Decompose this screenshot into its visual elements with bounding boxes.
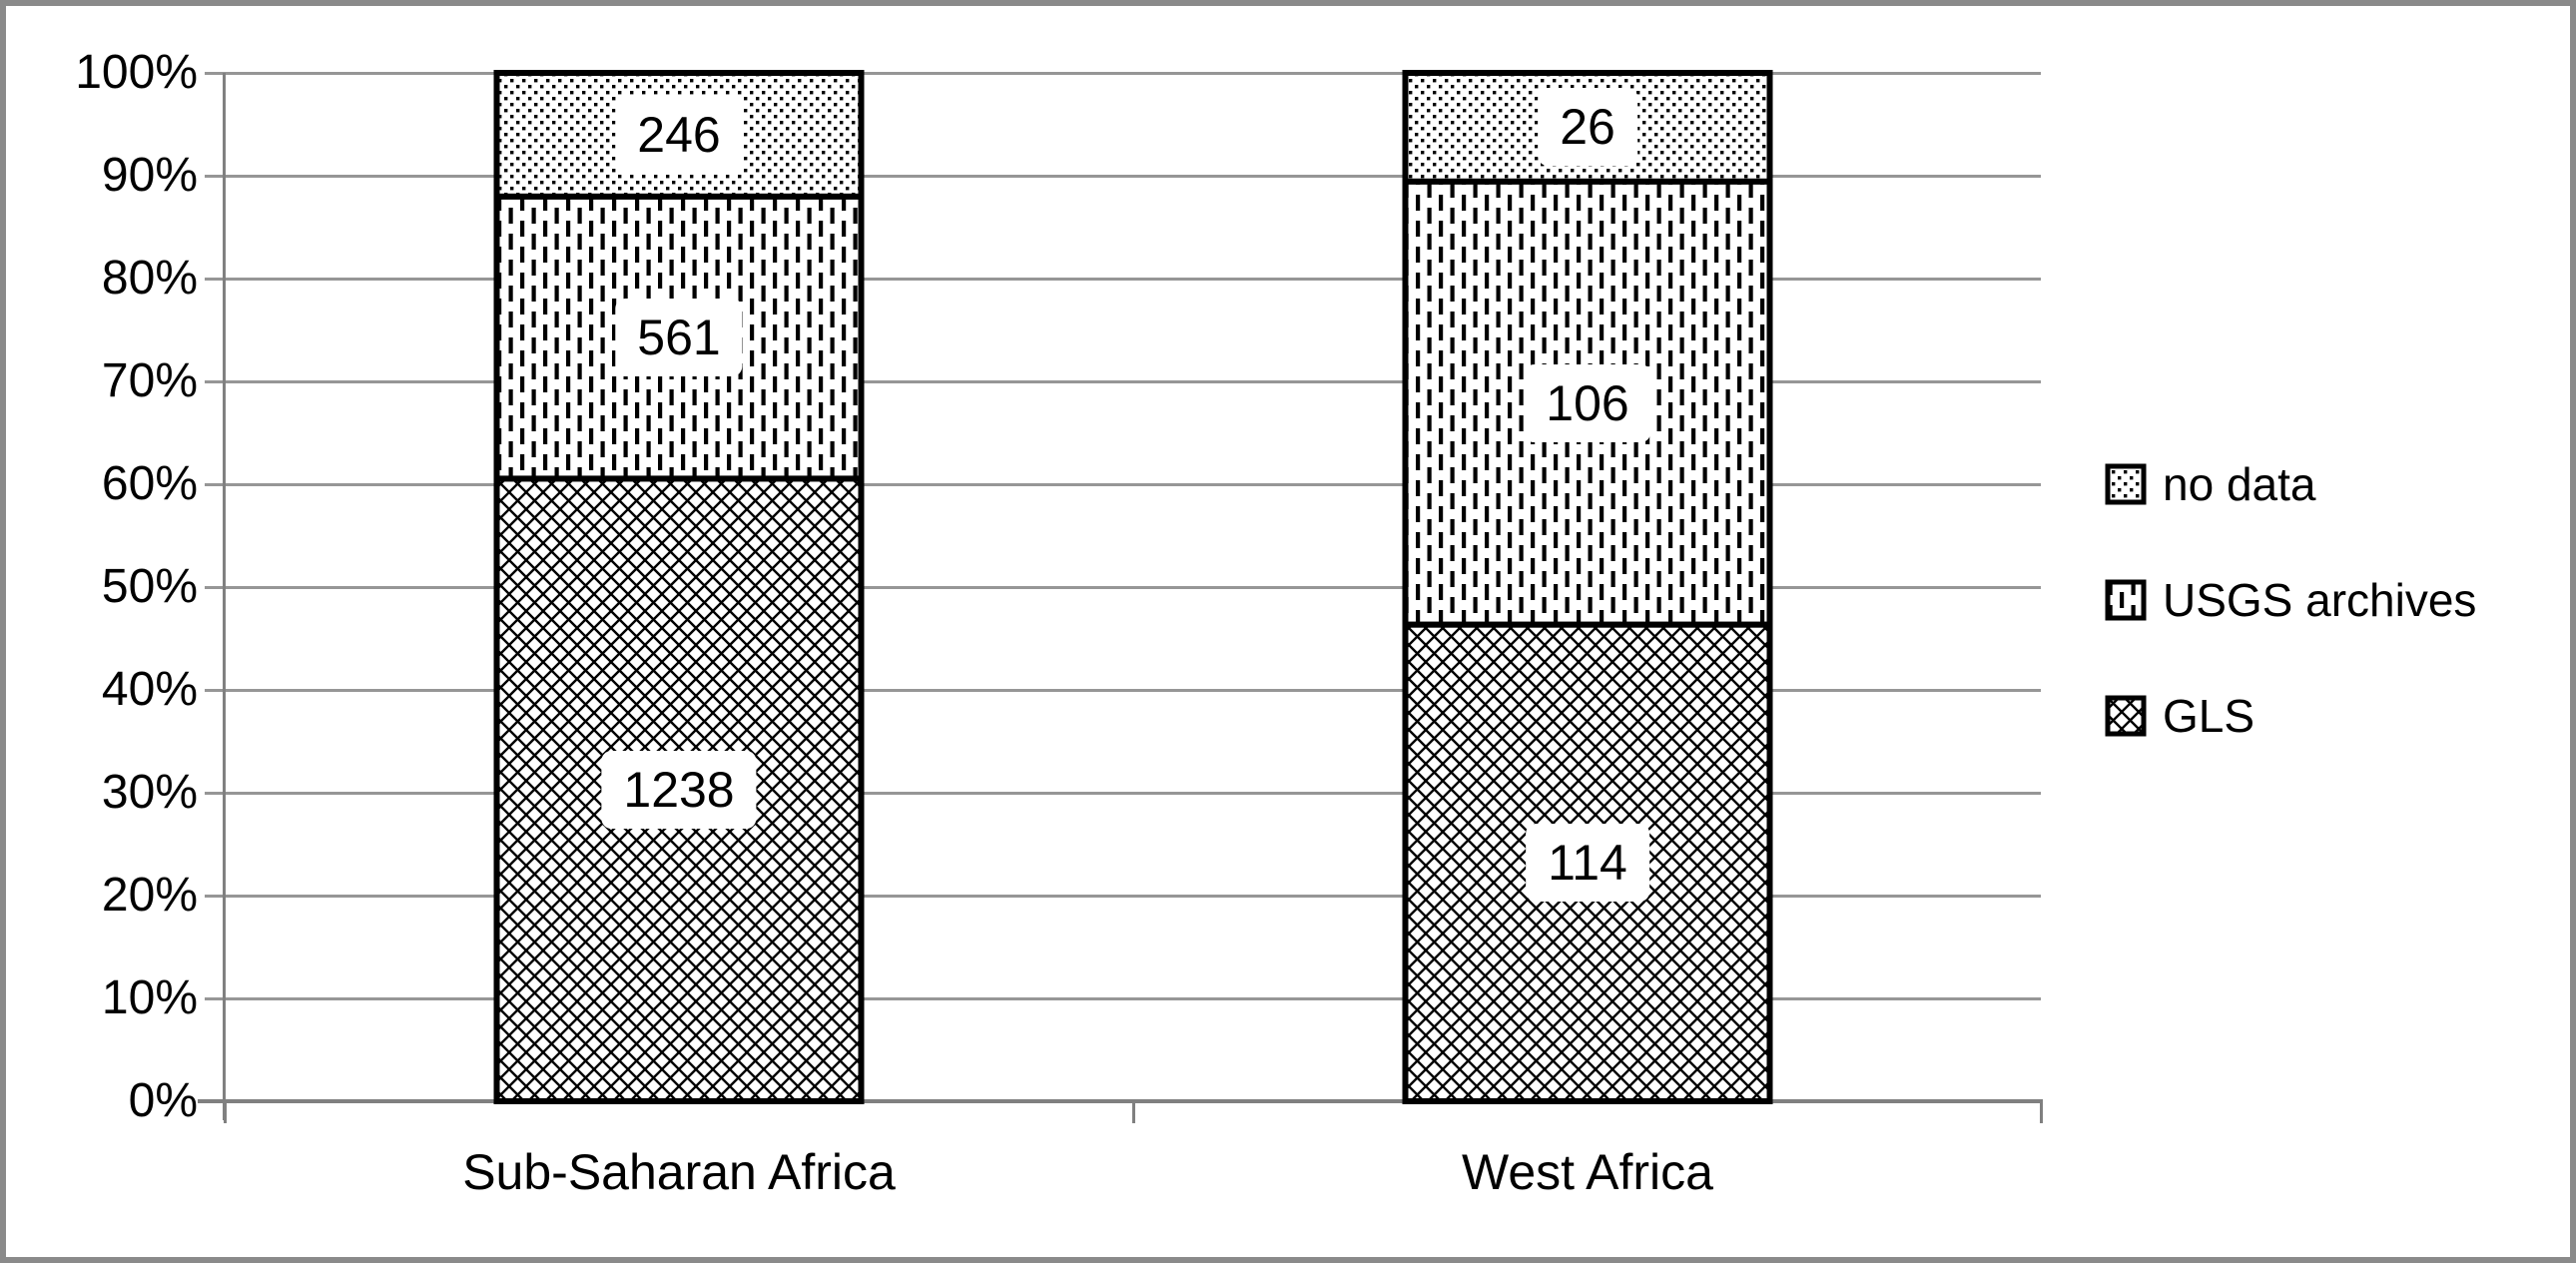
gridline [205, 688, 2041, 692]
x-axis-tick [2039, 1101, 2043, 1123]
data-label: 1238 [601, 751, 757, 830]
data-label: 26 [1538, 88, 1637, 167]
gridline [205, 585, 2041, 589]
gridline [205, 791, 2041, 795]
x-axis-category-label: Sub-Saharan Africa [462, 1144, 896, 1200]
y-axis-tick-label: 90% [101, 149, 198, 202]
legend-item-no-data: no data [2105, 461, 2476, 507]
legend-item-gls: GLS [2105, 693, 2476, 739]
gridline [205, 174, 2041, 178]
y-axis-tick-label: 50% [101, 560, 198, 613]
legend-swatch-vertical-dashes-icon [2105, 579, 2147, 621]
data-label: 106 [1524, 363, 1651, 442]
legend-label: no data [2163, 458, 2316, 510]
legend-label: GLS [2163, 690, 2255, 742]
y-axis-tick-label: 100% [75, 46, 198, 99]
gridline [205, 277, 2041, 281]
legend: no data USGS archives GLS [2105, 461, 2476, 739]
y-axis-tick-label: 10% [101, 971, 198, 1024]
legend-swatch-crosshatch-icon [2105, 695, 2147, 737]
y-axis-tick-label: 70% [101, 354, 198, 407]
data-label: 561 [615, 299, 743, 377]
x-axis-line [198, 1099, 2043, 1103]
y-axis-line [223, 73, 226, 1120]
y-axis-tick-label: 60% [101, 457, 198, 510]
x-axis-tick [223, 1101, 227, 1123]
x-axis-tick [1131, 1101, 1135, 1123]
y-axis-tick-label: 0% [128, 1074, 198, 1127]
data-label: 114 [1526, 824, 1649, 903]
legend-label: USGS archives [2163, 574, 2477, 626]
y-axis-tick-label: 40% [101, 663, 198, 716]
legend-item-usgs-archives: USGS archives [2105, 577, 2476, 623]
gridline [205, 894, 2041, 898]
legend-swatch-dots-icon [2105, 463, 2147, 505]
gridline [205, 996, 2041, 1000]
y-axis-tick-label: 80% [101, 252, 198, 305]
data-label: 246 [615, 95, 743, 174]
gridline [205, 71, 2041, 75]
x-axis-category-label: West Africa [1462, 1144, 1713, 1200]
gridline [205, 482, 2041, 486]
y-axis-tick-label: 20% [101, 869, 198, 922]
gridline [205, 379, 2041, 383]
y-axis-tick-label: 30% [101, 766, 198, 819]
